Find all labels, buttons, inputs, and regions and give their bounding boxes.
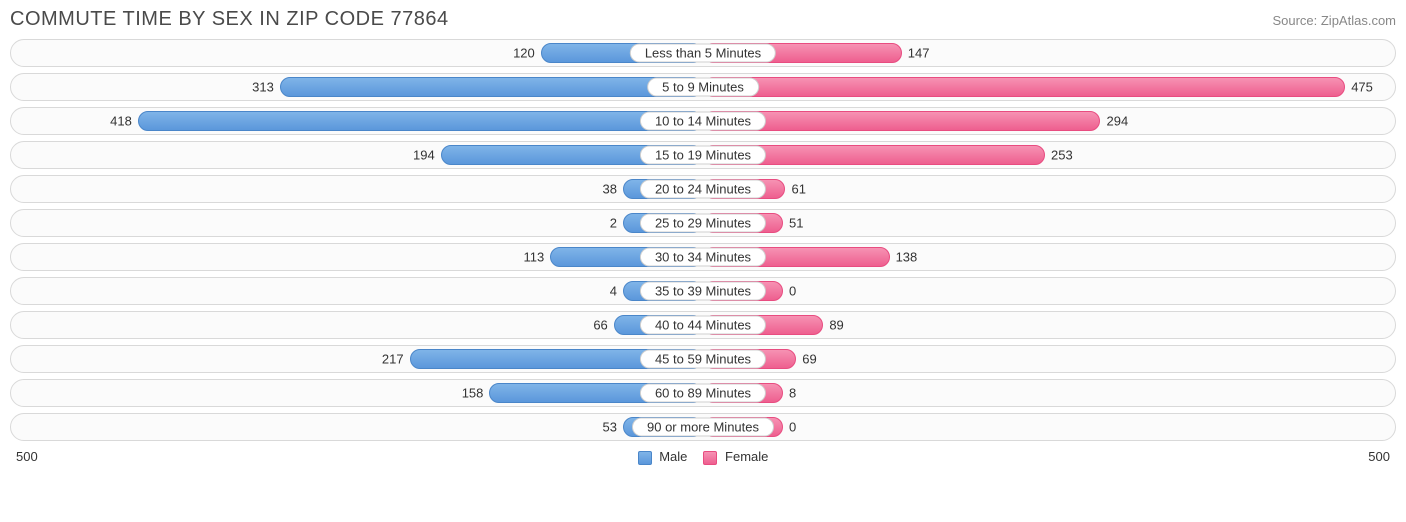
category-label: 35 to 39 Minutes (640, 282, 766, 301)
female-value-label: 8 (789, 386, 796, 401)
category-label: 30 to 34 Minutes (640, 248, 766, 267)
category-label: 10 to 14 Minutes (640, 112, 766, 131)
male-value-label: 418 (110, 114, 132, 129)
male-value-label: 66 (593, 318, 607, 333)
chart-row-inner: 53 0 90 or more Minutes (15, 417, 1391, 437)
male-value-label: 2 (610, 216, 617, 231)
chart-row: 194 253 15 to 19 Minutes (10, 141, 1396, 169)
male-value-label: 313 (252, 80, 274, 95)
chart-row-inner: 313 475 5 to 9 Minutes (15, 77, 1391, 97)
female-value-label: 253 (1051, 148, 1073, 163)
chart-source: Source: ZipAtlas.com (1272, 13, 1396, 28)
female-bar (703, 77, 1345, 97)
chart-row: 113 138 30 to 34 Minutes (10, 243, 1396, 271)
male-bar (138, 111, 703, 131)
male-value-label: 194 (413, 148, 435, 163)
female-swatch-icon (703, 451, 717, 465)
chart-row: 38 61 20 to 24 Minutes (10, 175, 1396, 203)
axis-left-max: 500 (16, 449, 38, 464)
chart-title: COMMUTE TIME BY SEX IN ZIP CODE 77864 (10, 8, 449, 31)
female-value-label: 475 (1351, 80, 1373, 95)
chart-row-inner: 66 89 40 to 44 Minutes (15, 315, 1391, 335)
female-value-label: 89 (829, 318, 843, 333)
category-label: 60 to 89 Minutes (640, 384, 766, 403)
male-value-label: 217 (382, 352, 404, 367)
male-value-label: 158 (462, 386, 484, 401)
legend: Male Female (638, 449, 769, 465)
chart-row: 217 69 45 to 59 Minutes (10, 345, 1396, 373)
chart-header: COMMUTE TIME BY SEX IN ZIP CODE 77864 So… (10, 8, 1396, 31)
legend-item-male: Male (638, 449, 688, 465)
chart-row: 120 147 Less than 5 Minutes (10, 39, 1396, 67)
legend-female-label: Female (725, 449, 768, 464)
category-label: 25 to 29 Minutes (640, 214, 766, 233)
female-value-label: 0 (789, 420, 796, 435)
chart-row: 2 51 25 to 29 Minutes (10, 209, 1396, 237)
category-label: 5 to 9 Minutes (647, 78, 759, 97)
chart-row: 418 294 10 to 14 Minutes (10, 107, 1396, 135)
female-value-label: 147 (908, 46, 930, 61)
female-value-label: 0 (789, 284, 796, 299)
chart-row-inner: 158 8 60 to 89 Minutes (15, 383, 1391, 403)
category-label: 15 to 19 Minutes (640, 146, 766, 165)
male-bar (280, 77, 703, 97)
diverging-bar-chart: 120 147 Less than 5 Minutes 313 475 5 to 9 Mi… (10, 39, 1396, 441)
category-label: 40 to 44 Minutes (640, 316, 766, 335)
chart-row-inner: 113 138 30 to 34 Minutes (15, 247, 1391, 267)
category-label: 20 to 24 Minutes (640, 180, 766, 199)
chart-row-inner: 194 253 15 to 19 Minutes (15, 145, 1391, 165)
legend-male-label: Male (659, 449, 687, 464)
female-value-label: 138 (896, 250, 918, 265)
female-value-label: 61 (791, 182, 805, 197)
female-value-label: 51 (789, 216, 803, 231)
chart-row-inner: 120 147 Less than 5 Minutes (15, 43, 1391, 63)
chart-row-inner: 418 294 10 to 14 Minutes (15, 111, 1391, 131)
chart-row: 53 0 90 or more Minutes (10, 413, 1396, 441)
chart-row: 66 89 40 to 44 Minutes (10, 311, 1396, 339)
chart-row: 313 475 5 to 9 Minutes (10, 73, 1396, 101)
chart-row-inner: 38 61 20 to 24 Minutes (15, 179, 1391, 199)
chart-row: 4 0 35 to 39 Minutes (10, 277, 1396, 305)
male-value-label: 4 (610, 284, 617, 299)
chart-row-inner: 2 51 25 to 29 Minutes (15, 213, 1391, 233)
female-value-label: 294 (1106, 114, 1128, 129)
chart-row-inner: 217 69 45 to 59 Minutes (15, 349, 1391, 369)
legend-item-female: Female (703, 449, 768, 465)
category-label: 90 or more Minutes (632, 418, 774, 437)
male-swatch-icon (638, 451, 652, 465)
female-value-label: 69 (802, 352, 816, 367)
male-value-label: 53 (603, 420, 617, 435)
chart-row-inner: 4 0 35 to 39 Minutes (15, 281, 1391, 301)
male-value-label: 120 (513, 46, 535, 61)
category-label: 45 to 59 Minutes (640, 350, 766, 369)
axis-legend-row: 500 Male Female 500 (10, 447, 1396, 465)
chart-row: 158 8 60 to 89 Minutes (10, 379, 1396, 407)
category-label: Less than 5 Minutes (630, 44, 776, 63)
male-value-label: 38 (603, 182, 617, 197)
axis-right-max: 500 (1368, 449, 1390, 464)
male-value-label: 113 (524, 250, 545, 265)
